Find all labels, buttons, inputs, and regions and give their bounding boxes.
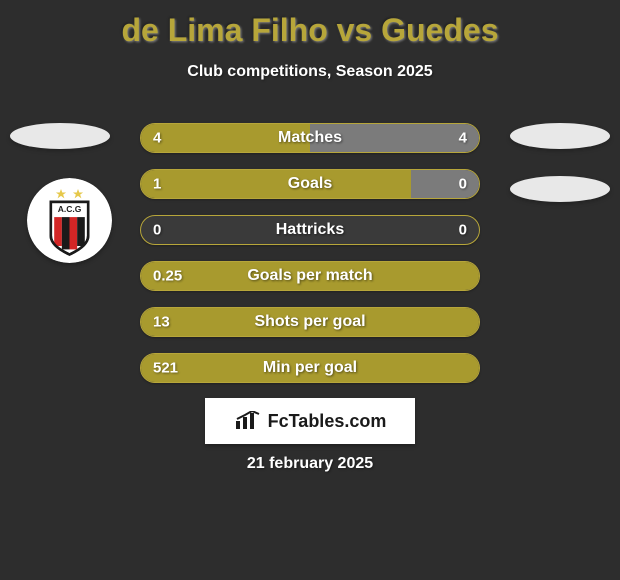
stats-block: 44Matches 10Goals 00Hattricks 0.25Goals per… [140,123,480,399]
stat-row: 00Hattricks [140,215,480,245]
club-badge: A.C.G [27,178,112,263]
stat-row: 0.25Goals per match [140,261,480,291]
stat-label: Shots per goal [141,313,479,331]
page-subtitle: Club competitions, Season 2025 [0,63,620,81]
stat-label: Hattricks [141,221,479,239]
footer-date: 21 february 2025 [0,455,620,473]
player-placeholder-right-top [510,123,610,149]
stat-label: Goals [141,175,479,193]
stat-row: 13Shots per goal [140,307,480,337]
footer-brand-box: FcTables.com [205,398,415,444]
player-placeholder-left [10,123,110,149]
stat-row: 44Matches [140,123,480,153]
stat-row: 10Goals [140,169,480,199]
stat-label: Min per goal [141,359,479,377]
page-title: de Lima Filho vs Guedes [0,0,620,49]
svg-text:A.C.G: A.C.G [58,204,82,214]
footer-brand-text: FcTables.com [268,411,387,432]
player-placeholder-right-mid [510,176,610,202]
footer-brand: FcTables.com [234,411,387,432]
comparison-infographic: de Lima Filho vs Guedes Club competition… [0,0,620,580]
stat-row: 521Min per goal [140,353,480,383]
stat-label: Matches [141,129,479,147]
chart-icon [234,411,262,431]
stat-label: Goals per match [141,267,479,285]
